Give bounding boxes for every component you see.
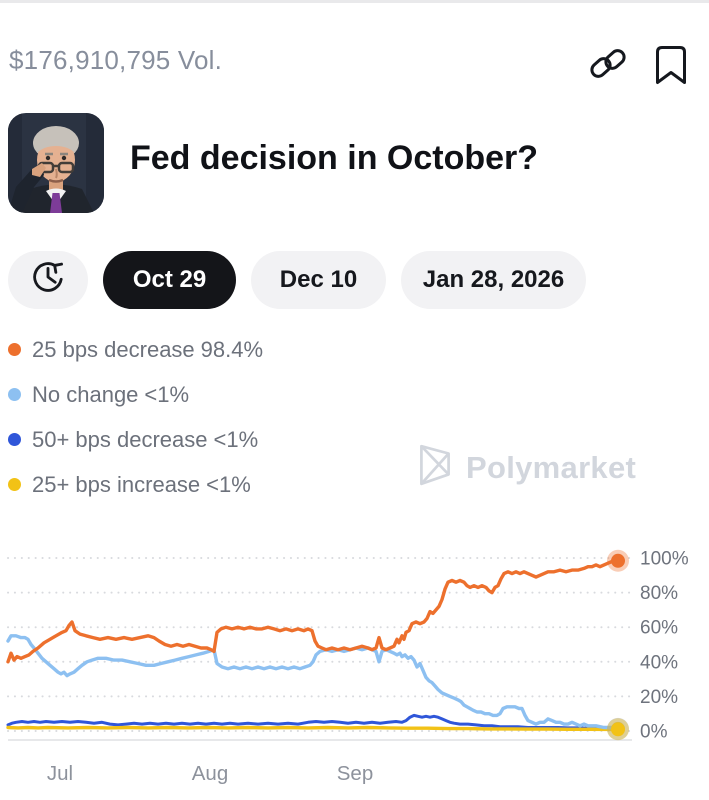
outcome-tabs: Oct 29 Dec 10 Jan 28, 2026 bbox=[8, 251, 586, 309]
tab-jan-28-2026[interactable]: Jan 28, 2026 bbox=[401, 251, 586, 309]
legend-value: <1% bbox=[144, 381, 190, 407]
watermark-text: Polymarket bbox=[466, 449, 637, 485]
tab-dec-10[interactable]: Dec 10 bbox=[251, 251, 386, 309]
volume-label: $176,910,795 Vol. bbox=[9, 45, 223, 75]
bookmark-button[interactable] bbox=[651, 44, 691, 86]
market-avatar bbox=[8, 113, 104, 213]
legend-label: 25+ bps increase <1% bbox=[32, 471, 251, 497]
legend-value: 98.4% bbox=[200, 336, 264, 362]
share-link-button[interactable] bbox=[588, 44, 628, 86]
legend-item-50bps-decrease[interactable]: 50+ bps decrease <1% bbox=[8, 417, 263, 462]
legend-label: 25 bps decrease 98.4% bbox=[32, 336, 264, 362]
svg-text:80%: 80% bbox=[640, 583, 678, 604]
link-icon bbox=[588, 49, 628, 89]
svg-text:60%: 60% bbox=[640, 618, 678, 639]
svg-text:Sep: Sep bbox=[337, 762, 373, 785]
clock-history-icon bbox=[27, 256, 69, 305]
polymarket-watermark: Polymarket bbox=[416, 442, 636, 493]
history-clock-button[interactable] bbox=[8, 251, 88, 309]
svg-text:Aug: Aug bbox=[192, 762, 228, 785]
legend-label: No change <1% bbox=[32, 381, 190, 407]
powell-portrait bbox=[8, 113, 104, 213]
series-dot-orange bbox=[8, 343, 21, 356]
legend-label: 50+ bps decrease <1% bbox=[32, 426, 259, 452]
legend-value: <1% bbox=[206, 471, 251, 497]
series-dot-lightblue bbox=[8, 388, 21, 401]
price-chart[interactable]: 100% 80% 60% 40% 20% 0% Jul Aug Sep bbox=[0, 540, 709, 800]
outcome-legend: 25 bps decrease 98.4% No change <1% 50+ bp… bbox=[8, 327, 263, 507]
bookmark-icon bbox=[651, 46, 691, 89]
tab-oct-29[interactable]: Oct 29 bbox=[103, 251, 236, 309]
series-dot-blue bbox=[8, 433, 21, 446]
legend-value: <1% bbox=[213, 426, 259, 452]
svg-text:40%: 40% bbox=[640, 652, 678, 673]
svg-text:0%: 0% bbox=[640, 722, 668, 743]
market-title: Fed decision in October? bbox=[130, 139, 539, 177]
legend-item-no-change[interactable]: No change <1% bbox=[8, 372, 263, 417]
svg-text:Jul: Jul bbox=[47, 762, 73, 785]
polymarket-logo-icon bbox=[416, 442, 454, 493]
legend-item-25bps-increase[interactable]: 25+ bps increase <1% bbox=[8, 462, 263, 507]
legend-item-25bps-decrease[interactable]: 25 bps decrease 98.4% bbox=[8, 327, 263, 372]
series-dot-yellow bbox=[8, 478, 21, 491]
top-divider bbox=[0, 0, 709, 3]
svg-text:20%: 20% bbox=[640, 687, 678, 708]
svg-text:100%: 100% bbox=[640, 549, 689, 570]
